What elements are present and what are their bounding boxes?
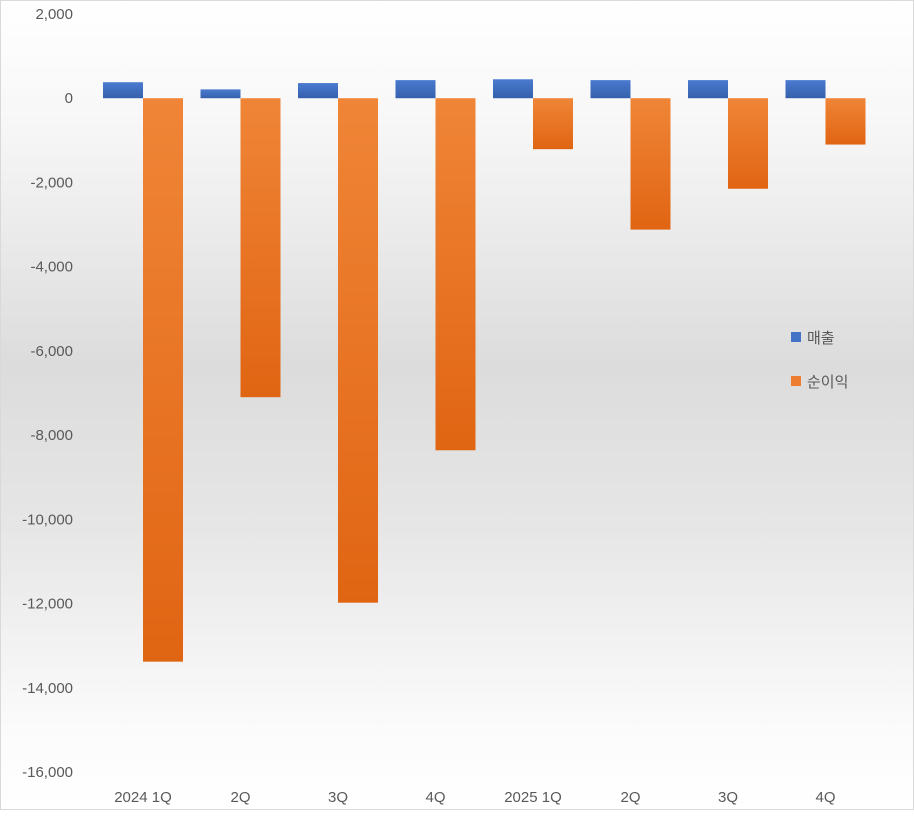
y-tick-label: 2,000 <box>35 6 73 23</box>
x-tick-label: 2Q <box>620 789 640 806</box>
bar-revenue <box>785 80 826 99</box>
bar-revenue <box>688 80 728 99</box>
bar-net-income <box>240 98 281 398</box>
bar-net-income <box>533 98 573 150</box>
y-tick-label: -2,000 <box>30 174 73 191</box>
bar-net-income <box>338 98 378 603</box>
legend-label: 매출 <box>807 330 835 347</box>
bar-revenue <box>395 80 436 99</box>
y-tick-label: 0 <box>65 90 73 107</box>
bar-net-income <box>630 98 671 230</box>
bar-net-income <box>825 98 866 145</box>
legend-swatch <box>791 376 801 386</box>
legend-swatch <box>791 332 801 342</box>
y-tick-label: -4,000 <box>30 259 73 276</box>
bar-revenue <box>200 89 241 99</box>
bar-revenue <box>590 80 631 99</box>
legend-label: 순이익 <box>807 374 848 391</box>
x-tick-label: 4Q <box>425 789 445 806</box>
bar-net-income <box>728 98 768 189</box>
y-tick-label: -6,000 <box>30 343 73 360</box>
y-tick-label: -16,000 <box>22 764 73 781</box>
y-tick-label: -14,000 <box>22 680 73 697</box>
x-tick-label: 2024 1Q <box>114 789 172 806</box>
y-tick-label: -12,000 <box>22 596 73 613</box>
x-tick-label: 3Q <box>718 789 738 806</box>
bar-net-income <box>435 98 476 451</box>
x-tick-label: 4Q <box>815 789 835 806</box>
y-tick-label: -10,000 <box>22 511 73 528</box>
bar-revenue <box>103 82 143 99</box>
bar-net-income <box>143 98 183 662</box>
x-tick-label: 2025 1Q <box>504 789 562 806</box>
x-tick-label: 3Q <box>328 789 348 806</box>
bar-revenue <box>493 79 533 99</box>
y-tick-label: -8,000 <box>30 427 73 444</box>
bar-revenue <box>298 83 338 99</box>
x-tick-label: 2Q <box>230 789 250 806</box>
